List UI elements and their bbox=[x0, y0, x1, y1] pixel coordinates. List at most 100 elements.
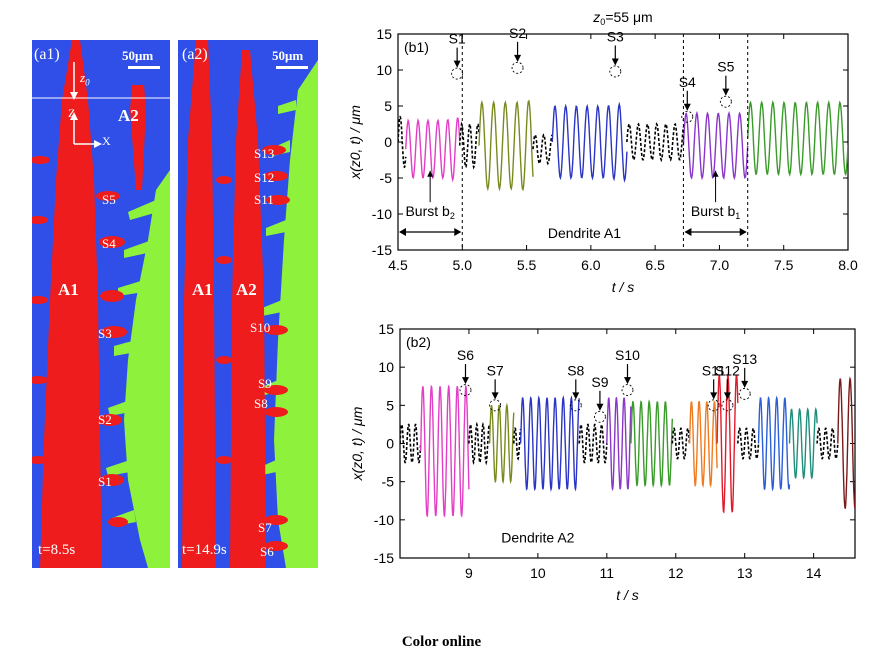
chart-annotation: Dendrite A1 bbox=[548, 225, 621, 241]
x-axis-arrow-head bbox=[94, 140, 102, 148]
side-branch-label-s10: S10 bbox=[250, 320, 271, 335]
side-branch-marker bbox=[609, 65, 622, 78]
burst-pointer-head bbox=[712, 170, 719, 177]
x-axis-label: X bbox=[102, 134, 111, 148]
series-line bbox=[532, 133, 553, 166]
marker-label: S4 bbox=[679, 74, 696, 90]
chart-b1: -15 -10 -5 0 5 10 15 4.5 5.0 5.5 6.0 6.5 7.0 7.5 8.0 t … bbox=[347, 9, 858, 295]
series-line bbox=[400, 423, 422, 464]
series-line bbox=[682, 110, 749, 181]
series-line bbox=[630, 399, 673, 489]
y-tick-label: -15 bbox=[374, 550, 394, 566]
chart-panel-label: (b2) bbox=[406, 334, 431, 350]
x-tick-label: 13 bbox=[737, 565, 753, 581]
y-axis-label: x(z0, t) / μm bbox=[347, 105, 363, 180]
y-tick-label: 5 bbox=[386, 397, 394, 413]
side-branch-label-s13: S13 bbox=[254, 146, 275, 161]
series-line bbox=[513, 427, 522, 461]
scale-label-a1: 50μm bbox=[122, 48, 154, 63]
series-line bbox=[606, 396, 632, 492]
side-branch-label-s5: S5 bbox=[102, 192, 116, 207]
x-tick-label: 11 bbox=[600, 565, 615, 581]
x-tick-label: 7.0 bbox=[710, 257, 730, 273]
marker-arrow-head bbox=[596, 403, 604, 411]
marker-arrow-head bbox=[683, 103, 691, 111]
side-branch-label-s9: S9 bbox=[258, 376, 272, 391]
marker-label: S11 bbox=[702, 362, 726, 378]
time-label-a1: t=8.5s bbox=[38, 542, 76, 558]
z-axis-label: Z bbox=[68, 106, 76, 120]
side-branch-marker bbox=[707, 399, 720, 412]
micrograph-a2: (a2) 50μm A1 A2 S13 S12 S11 S10 S9 S8 S7… bbox=[178, 40, 318, 568]
marker-label: S6 bbox=[457, 347, 474, 363]
series-line bbox=[488, 402, 515, 485]
y-tick-label: 10 bbox=[376, 62, 392, 78]
micrograph-a1: (a1) 50μm z0 Z X A1 A2 S5 S4 S3 S2 S1 t=… bbox=[32, 40, 170, 568]
side-branch-marker bbox=[459, 384, 472, 397]
scale-bar-a1 bbox=[128, 66, 160, 69]
series-line bbox=[478, 99, 534, 192]
series-line bbox=[816, 427, 839, 460]
side-branch-label-s11: S11 bbox=[254, 192, 274, 207]
y-tick-label: 15 bbox=[376, 26, 392, 42]
dendrite-label-a2: A2 bbox=[118, 106, 139, 125]
side-branch-label-s2: S2 bbox=[98, 412, 112, 427]
time-label-a2: t=14.9s bbox=[182, 542, 227, 558]
marker-label: S1 bbox=[449, 31, 466, 47]
side-branch-marker bbox=[719, 95, 732, 108]
marker-arrow-head bbox=[710, 392, 718, 400]
x-tick-label: 7.5 bbox=[774, 257, 794, 273]
burst-pointer-head bbox=[427, 170, 434, 177]
marker-arrow-head bbox=[723, 392, 731, 400]
y-tick-label: -5 bbox=[382, 474, 395, 490]
y-tick-label: -15 bbox=[372, 242, 392, 258]
series-line bbox=[458, 121, 480, 170]
side-branch-label-s1: S1 bbox=[98, 474, 112, 489]
y-tick-label: -10 bbox=[374, 512, 394, 528]
panel-label-a1: (a1) bbox=[34, 46, 60, 63]
marker-label: S8 bbox=[567, 362, 584, 378]
y-tick-label: 0 bbox=[386, 436, 394, 452]
series-line bbox=[737, 427, 760, 460]
x-tick-label: 10 bbox=[530, 565, 546, 581]
x-axis-label: t / s bbox=[616, 587, 639, 603]
burst-arrow-right bbox=[454, 228, 462, 236]
x-tick-label: 4.5 bbox=[388, 257, 408, 273]
y-tick-label: 10 bbox=[378, 359, 394, 375]
side-branch-marker bbox=[511, 61, 524, 74]
series-line bbox=[837, 376, 855, 510]
series-line bbox=[551, 101, 628, 183]
y-tick-label: -5 bbox=[380, 170, 393, 186]
y-tick-label: 0 bbox=[384, 134, 392, 150]
z0-axis-label: z0 bbox=[80, 70, 90, 88]
x-tick-label: 6.0 bbox=[581, 257, 601, 273]
marker-arrow-head bbox=[572, 392, 580, 400]
x-tick-label: 9 bbox=[465, 565, 473, 581]
micrograph-a1-drawing bbox=[32, 40, 170, 568]
scale-bar-a2 bbox=[276, 66, 308, 69]
chart-b2: -15 -10 -5 0 5 10 15 9 10 11 12 13 14 t / s x(z0, t) /… bbox=[349, 321, 856, 603]
marker-arrow-head bbox=[514, 54, 522, 62]
series-line bbox=[716, 373, 739, 514]
burst-label: Burst b2 bbox=[405, 203, 454, 221]
marker-label: S5 bbox=[717, 59, 734, 75]
side-branch-label-s8: S8 bbox=[254, 396, 268, 411]
side-branch-marker bbox=[489, 399, 502, 412]
figure-caption: Color online bbox=[401, 634, 482, 650]
side-branch-label-s12: S12 bbox=[254, 170, 275, 185]
marker-label: S13 bbox=[732, 351, 757, 367]
series-line bbox=[405, 117, 461, 183]
side-branch-marker bbox=[569, 399, 582, 412]
side-branch-marker bbox=[621, 384, 634, 397]
x-tick-label: 5.0 bbox=[453, 257, 473, 273]
series-line bbox=[757, 395, 791, 492]
series-line bbox=[747, 99, 848, 177]
dendrites-a2 bbox=[182, 40, 290, 568]
scale-label-a2: 50μm bbox=[272, 48, 304, 63]
y-tick-label: 5 bbox=[384, 98, 392, 114]
marker-label: S9 bbox=[591, 374, 608, 390]
burst-arrow-left bbox=[684, 228, 692, 236]
marker-arrow-head bbox=[741, 380, 749, 388]
dendrite-label-a1: A1 bbox=[58, 280, 79, 299]
